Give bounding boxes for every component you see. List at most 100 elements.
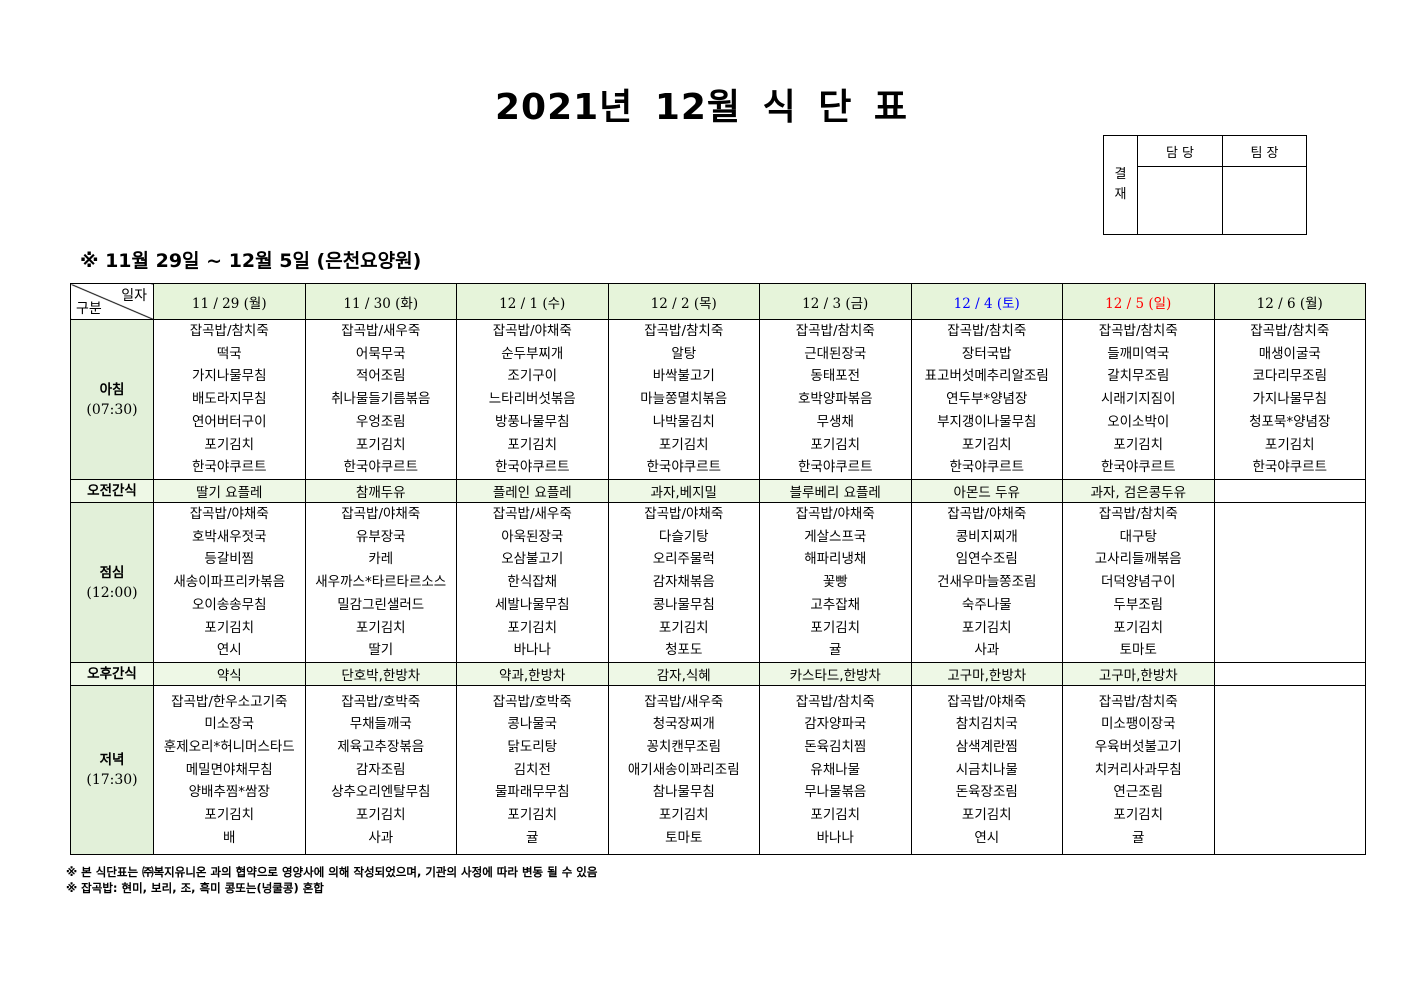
menu-item: 잡곡밥/새우죽 — [644, 693, 724, 710]
menu-item: 한국야쿠르트 — [1100, 459, 1176, 476]
menu-item: 포기김치 — [810, 619, 861, 636]
menu-item: 포기김치 — [507, 619, 558, 636]
menu-item: 잡곡밥/야채죽 — [492, 323, 572, 340]
menu-item: 잡곡밥/참치죽 — [644, 323, 724, 340]
menu-item: 부지갱이나물무침 — [937, 413, 1037, 430]
menu-item: 호박양파볶음 — [797, 391, 873, 408]
menu-item: 메밀면야채무침 — [185, 761, 273, 778]
menu-item: 가지나물무침 — [191, 368, 267, 385]
menu-item: 배 — [223, 829, 236, 846]
menu-item: 돈육김치찜 — [804, 738, 867, 755]
snack-cell: 블루베리 요플레 — [759, 479, 912, 503]
menu-item: 가지나물무침 — [1252, 391, 1328, 408]
menu-item: 어묵무국 — [355, 345, 406, 362]
menu-item: 떡국 — [216, 345, 242, 362]
menu-item: 오이송송무침 — [191, 596, 267, 613]
menu-item: 포기김치 — [810, 436, 861, 453]
menu-item: 포기김치 — [1113, 436, 1164, 453]
menu-item: 한국야쿠르트 — [191, 459, 267, 476]
menu-cell: 잡곡밥/참치죽 알탕 바싹불고기 마늘쫑멸치볶음 나박물김치 포기김치 한국야쿠르트 — [607, 319, 760, 480]
snack-cell — [1213, 662, 1366, 686]
menu-cell: 잡곡밥/참치죽 들깨미역국 갈치무조림 시래기지짐이 오이소박이 포기김치 한국야쿠르트 — [1062, 319, 1215, 480]
menu-item: 감자양파국 — [804, 716, 867, 733]
snack-cell: 약과,한방차 — [456, 662, 609, 686]
meal-time: (12:00) — [86, 584, 138, 601]
approval-sign-team-lead[interactable] — [1222, 166, 1307, 235]
snack-cell: 단호박,한방차 — [304, 662, 457, 686]
menu-item: 매생이굴국 — [1258, 345, 1321, 362]
week-subtitle: ※ 11월 29일 ~ 12월 5일 (은천요양원) — [80, 250, 422, 272]
menu-item: 무채들깨국 — [349, 716, 412, 733]
menu-item: 훈제오리*허니머스타드 — [163, 738, 295, 755]
menu-cell: 잡곡밥/새우죽 어묵무국 적어조림 취나물들기름볶음 우엉조림 포기김치 한국야쿠르트 — [304, 319, 457, 480]
menu-item: 갈치무조림 — [1107, 368, 1170, 385]
menu-item: 잡곡밥/야채죽 — [795, 506, 875, 523]
menu-item: 콩나물무침 — [652, 596, 715, 613]
menu-item: 잡곡밥/호박죽 — [341, 693, 421, 710]
menu-item: 포기김치 — [204, 619, 255, 636]
approval-sign-manager[interactable] — [1137, 166, 1223, 235]
snack-cell: 과자, 검은콩두유 — [1062, 479, 1215, 503]
menu-item: 알탕 — [671, 345, 697, 362]
menu-item: 잡곡밥/야채죽 — [189, 506, 269, 523]
snack-cell: 아몬드 두유 — [910, 479, 1063, 503]
menu-item: 해파리냉채 — [804, 551, 867, 568]
menu-item: 애기새송이꽈리조림 — [627, 761, 740, 778]
menu-cell: 잡곡밥/호박죽 무채들깨국 제육고추장볶음 감자조림 상추오리엔탈무침 포기김치 사과 — [304, 685, 457, 855]
menu-item: 다슬기탕 — [658, 528, 709, 545]
menu-item: 사과 — [974, 642, 1000, 659]
menu-item: 적어조림 — [355, 368, 406, 385]
menu-item: 감자조림 — [355, 761, 406, 778]
menu-item: 코다리무조림 — [1252, 368, 1328, 385]
menu-item: 건새우마늘쫑조림 — [937, 574, 1037, 591]
menu-item: 한국야쿠르트 — [343, 459, 419, 476]
menu-item: 김치전 — [513, 761, 551, 778]
approval-label-top: 결 — [1114, 167, 1127, 182]
menu-item: 바나나 — [513, 642, 551, 659]
menu-item: 마늘쫑멸치볶음 — [640, 391, 728, 408]
menu-cell: 잡곡밥/야채죽 다슬기탕 오리주물럭 감자채볶음 콩나물무침 포기김치 청포도 — [607, 502, 760, 663]
snack-cell: 카스타드,한방차 — [759, 662, 912, 686]
menu-cell: 잡곡밥/야채죽 유부장국 카레 새우까스*타르타르소스 밀감그린샐러드 포기김치 딸기 — [304, 502, 457, 663]
menu-item: 포기김치 — [204, 436, 255, 453]
menu-item: 잡곡밥/야채죽 — [644, 506, 724, 523]
menu-item: 우육버섯불고기 — [1094, 738, 1182, 755]
menu-item: 청포묵*양념장 — [1249, 413, 1331, 430]
menu-item: 연어버터구이 — [191, 413, 267, 430]
approval-col-team-lead: 팀 장 — [1222, 135, 1307, 167]
meal-row: 점심 (12:00) 잡곡밥/야채죽 호박새우젓국 등갈비찜 새송이파프리카볶음 오이송송무… — [70, 502, 1366, 663]
day-header: 12 / 5 (일) — [1062, 283, 1215, 320]
menu-item: 포기김치 — [961, 807, 1012, 824]
menu-item: 포기김치 — [658, 807, 709, 824]
menu-item: 연두부*양념장 — [946, 391, 1028, 408]
menu-table: 일자 구분 11 / 29 (월) 11 / 30 (화) 12 / 1 (수) 12 /… — [70, 283, 1366, 855]
snack-cell: 과자,베지밀 — [607, 479, 760, 503]
menu-item: 토마토 — [665, 829, 703, 846]
menu-cell: 잡곡밥/참치죽 떡국 가지나물무침 배도라지무침 연어버터구이 포기김치 한국야쿠르트 — [153, 319, 306, 480]
menu-item: 양배추찜*쌈장 — [188, 784, 270, 801]
menu-item: 들깨미역국 — [1107, 345, 1170, 362]
day-header: 12 / 6 (월) — [1213, 283, 1366, 320]
snack-cell: 고구마,한방차 — [1062, 662, 1215, 686]
approval-col-manager: 담 당 — [1137, 135, 1223, 167]
menu-item: 호박새우젓국 — [191, 528, 267, 545]
snack-row: 오전간식 딸기 요플레 참깨두유 플레인 요플레 과자,베지밀 블루베리 요플레 아몬드 두… — [70, 479, 1366, 503]
menu-item: 딸기 — [368, 642, 394, 659]
menu-item: 귤 — [526, 829, 539, 846]
menu-cell: 잡곡밥/참치죽 장터국밥 표고버섯메추리알조림 연두부*양념장 부지갱이나물무침 포기김치… — [910, 319, 1063, 480]
snack-label: 오전간식 — [70, 479, 154, 503]
menu-item: 청포도 — [665, 642, 703, 659]
snack-cell: 플레인 요플레 — [456, 479, 609, 503]
menu-item: 연시 — [974, 829, 1000, 846]
menu-item: 등갈비찜 — [204, 551, 255, 568]
meal-label: 점심 (12:00) — [70, 502, 154, 663]
corner-category-label: 구분 — [76, 301, 102, 317]
menu-item: 두부조림 — [1113, 596, 1164, 613]
menu-item: 아욱된장국 — [501, 528, 564, 545]
menu-item: 취나물들기름볶음 — [331, 391, 431, 408]
menu-item: 시래기지짐이 — [1100, 391, 1176, 408]
menu-item: 조기구이 — [507, 368, 558, 385]
menu-item: 순두부찌개 — [501, 345, 564, 362]
snack-cell: 딸기 요플레 — [153, 479, 306, 503]
menu-item: 미소팽이장국 — [1100, 716, 1176, 733]
